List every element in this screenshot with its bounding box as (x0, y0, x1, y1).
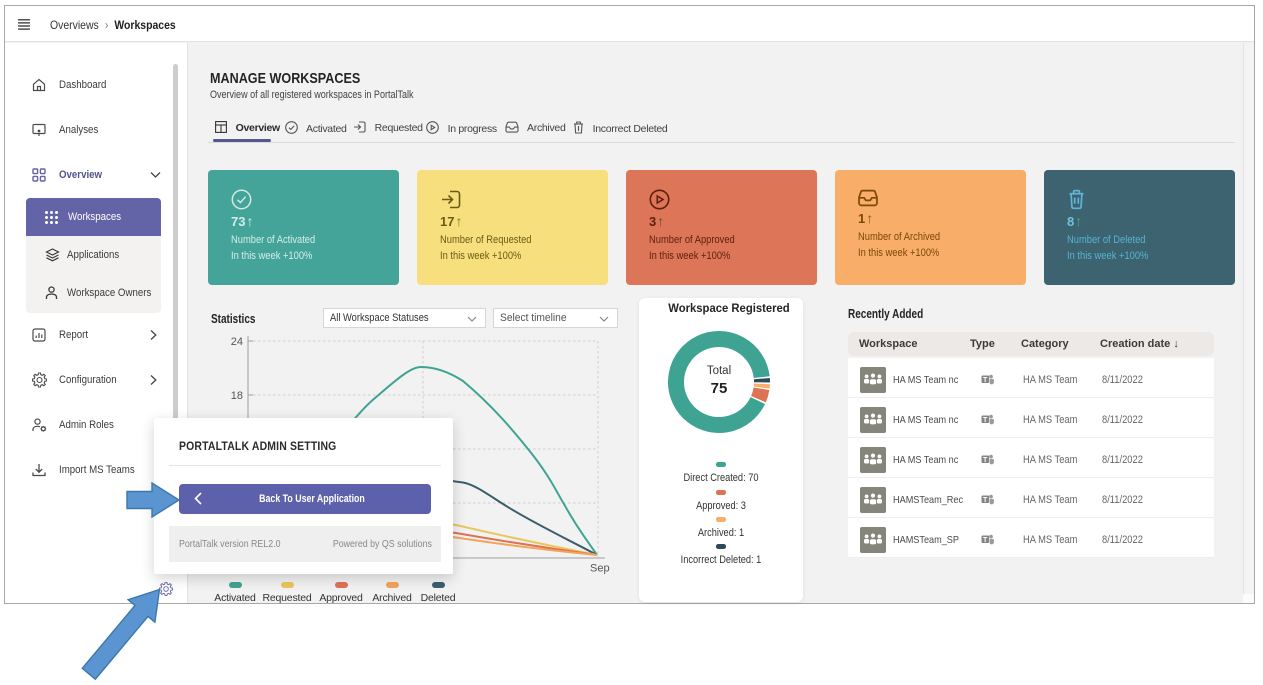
svg-text:T: T (983, 417, 988, 424)
svg-text:T: T (983, 377, 988, 384)
svg-text:75: 75 (711, 380, 728, 397)
svg-text:18: 18 (231, 390, 243, 402)
svg-text:T: T (983, 497, 988, 504)
svg-text:Sep: Sep (590, 563, 610, 575)
svg-text:T: T (983, 457, 988, 464)
svg-text:Total: Total (707, 365, 731, 377)
svg-text:T: T (983, 537, 988, 544)
svg-text:24: 24 (231, 336, 243, 348)
